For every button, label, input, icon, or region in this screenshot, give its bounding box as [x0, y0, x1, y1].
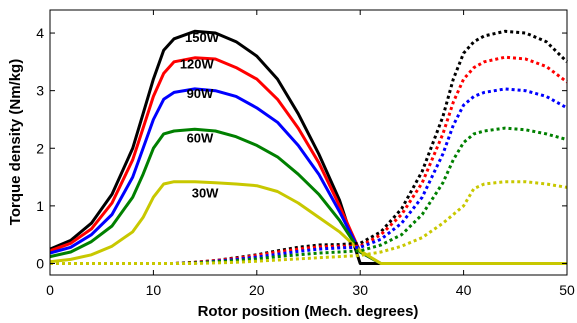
y-tick-label: 2 [36, 140, 44, 156]
x-tick-label: 20 [249, 282, 265, 298]
series-line-90w-solid [49, 87, 567, 265]
x-tick-label: 40 [456, 282, 472, 298]
annotation-30w: 30W [192, 186, 219, 201]
x-tick-label: 30 [352, 282, 368, 298]
y-tick-label: 1 [36, 198, 44, 214]
y-tick-label: 4 [36, 25, 44, 41]
x-tick-label: 0 [46, 282, 54, 298]
x-tick-label: 10 [146, 282, 162, 298]
y-tick-label: 3 [36, 83, 44, 99]
x-tick-label: 50 [559, 282, 575, 298]
x-axis-ticks: 0 10 20 30 40 50 [46, 10, 575, 298]
series-line-60w-solid [49, 127, 567, 265]
series-line-90w-dotted [50, 87, 568, 265]
series-line-30w-dotted [50, 180, 568, 265]
y-axis-label: Torque density (Nm/kg) [7, 59, 24, 225]
y-axis-ticks: 0 1 2 3 4 [36, 25, 567, 271]
plot-frame [49, 9, 568, 276]
series-line-30w-solid [49, 180, 567, 265]
annotation-90w: 90W [187, 86, 214, 101]
x-axis-label: Rotor position (Mech. degrees) [198, 303, 419, 320]
annotation-60w: 60W [187, 130, 214, 145]
annotation-120w: 120W [180, 57, 215, 72]
y-tick-label: 0 [36, 255, 44, 271]
series-annotations: 150W 120W 90W 60W 30W [180, 30, 220, 201]
series-line-60w-dotted [50, 126, 568, 265]
plot-lines [49, 29, 569, 265]
annotation-150w: 150W [185, 30, 220, 45]
